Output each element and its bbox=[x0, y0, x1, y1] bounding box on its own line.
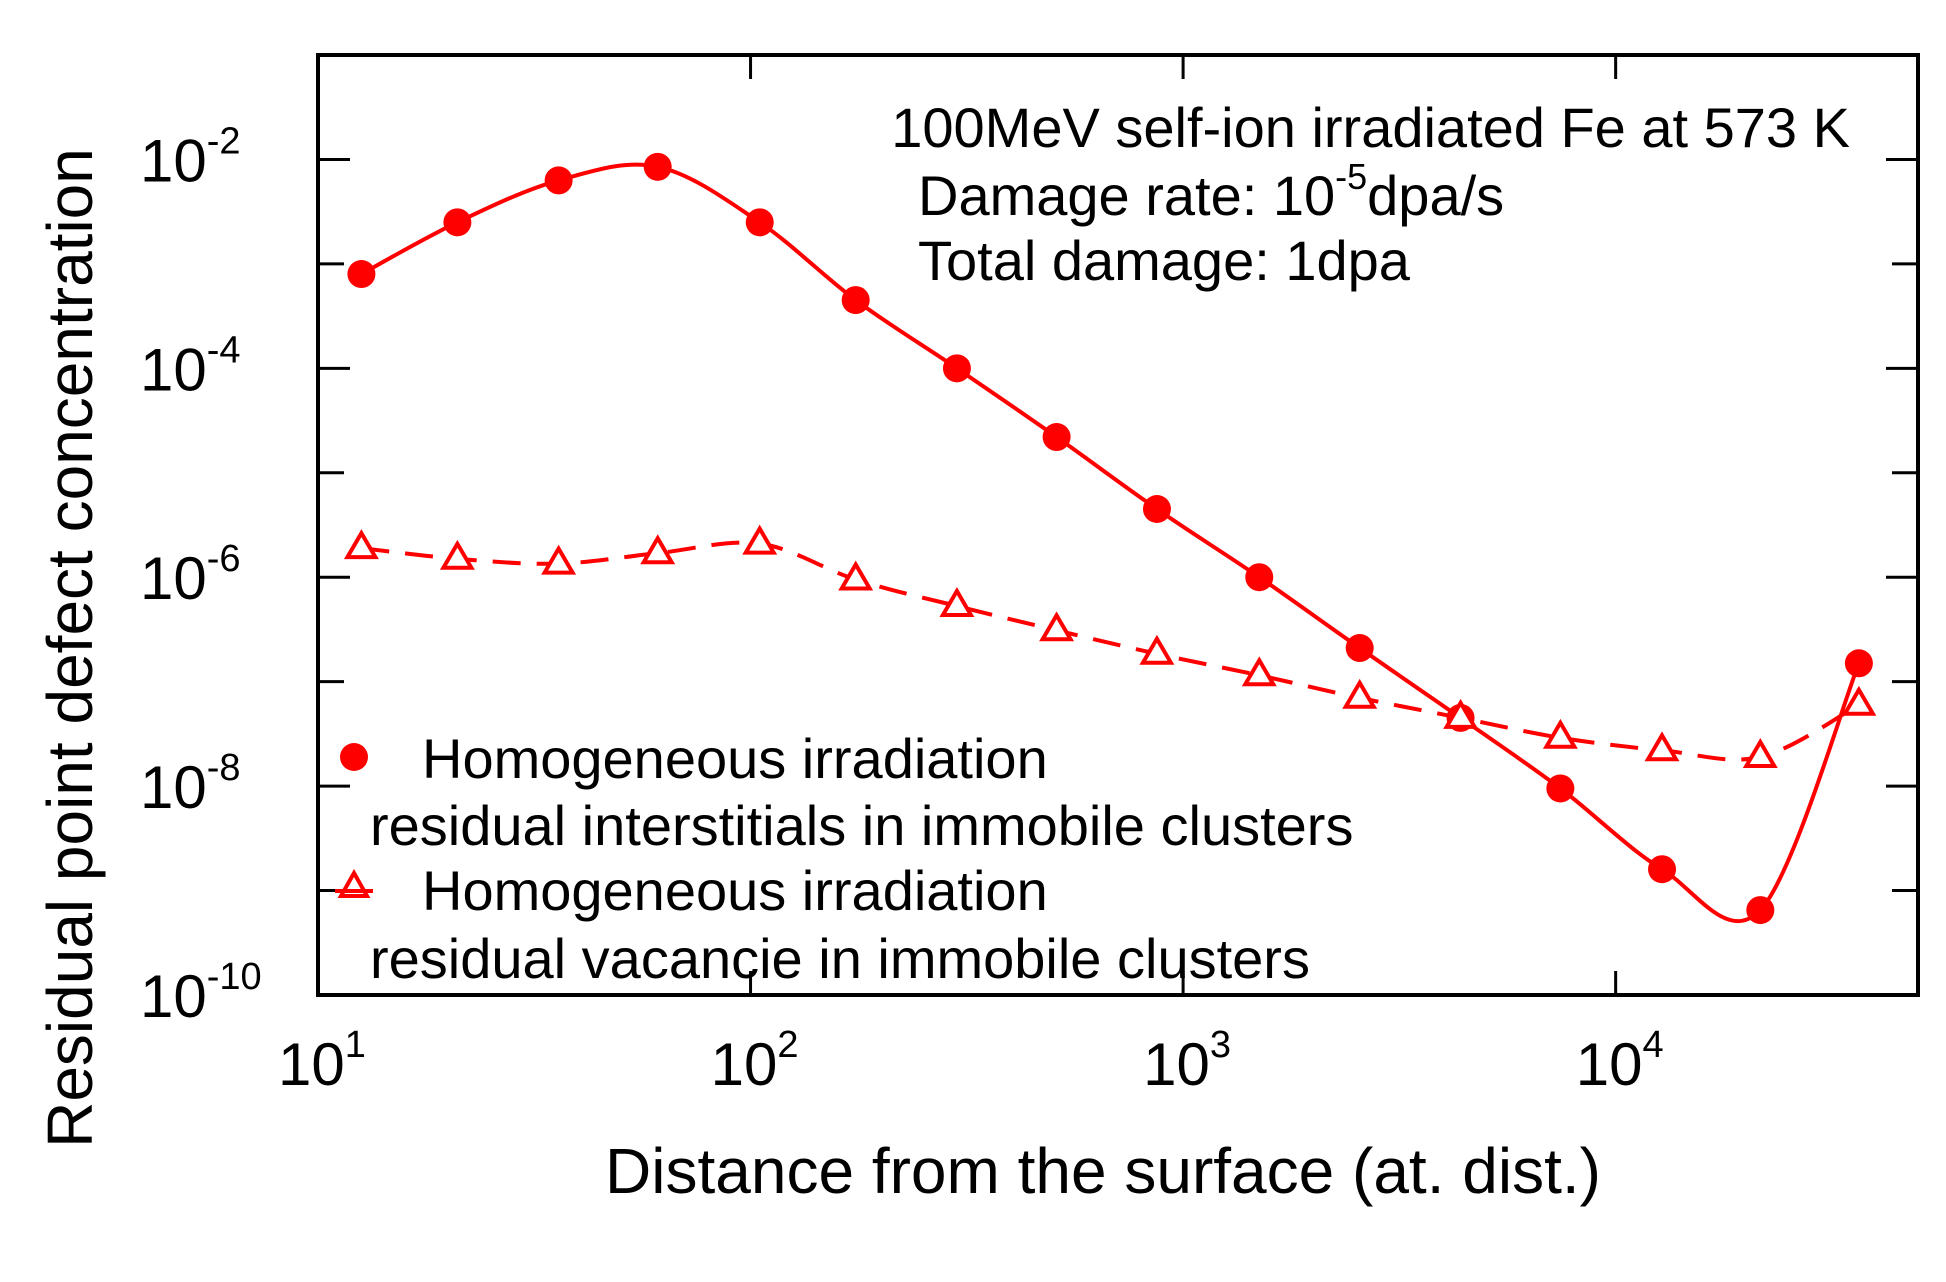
data-point-vacancies bbox=[742, 524, 778, 555]
x-axis-label: Distance from the surface (at. dist.) bbox=[605, 1135, 1601, 1207]
legend-interstitials-line1: Homogeneous irradiation bbox=[422, 727, 1048, 790]
legend-marker-interstitials bbox=[340, 743, 368, 771]
data-point-vacancies bbox=[640, 534, 676, 565]
data-point-vacancies bbox=[541, 544, 577, 575]
data-point-interstitials bbox=[643, 152, 672, 181]
plot-frame bbox=[316, 53, 1920, 997]
data-point-vacancies bbox=[1342, 678, 1378, 709]
data-point-interstitials bbox=[1546, 774, 1575, 803]
data-point-vacancies bbox=[343, 529, 379, 560]
data-point-vacancies bbox=[1241, 656, 1277, 687]
axis-tick-labels: 101 102 103 104 10-2 10-4 10-6 10-8 10-10 bbox=[140, 120, 1664, 1098]
data-point-interstitials bbox=[1648, 855, 1677, 884]
series-line-vacancies bbox=[361, 540, 1860, 762]
legend-interstitials-line2: residual interstitials in immobile clust… bbox=[370, 794, 1353, 857]
data-point-interstitials bbox=[1844, 649, 1873, 678]
data-point-vacancies bbox=[1039, 611, 1075, 642]
x-tick-label: 101 bbox=[278, 1024, 366, 1098]
x-tick-label: 103 bbox=[1143, 1024, 1231, 1098]
y-tick-label: 10-8 bbox=[140, 747, 241, 821]
data-point-interstitials bbox=[1746, 896, 1775, 925]
data-point-vacancies bbox=[1841, 685, 1877, 716]
x-tick-label: 102 bbox=[711, 1024, 799, 1098]
y-axis-label: Residual point defect concentration bbox=[34, 148, 106, 1148]
data-point-vacancies bbox=[939, 587, 975, 617]
data-point-interstitials bbox=[1042, 423, 1071, 452]
data-point-vacancies bbox=[838, 560, 874, 591]
data-point-vacancies bbox=[439, 539, 475, 570]
y-tick-label: 10-4 bbox=[140, 329, 241, 403]
annotation-total-damage: Total damage: 1dpa bbox=[918, 229, 1411, 292]
data-point-interstitials bbox=[544, 166, 573, 195]
data-point-vacancies bbox=[1542, 718, 1578, 749]
annotation-title: 100MeV self-ion irradiated Fe at 573 K bbox=[891, 96, 1850, 159]
data-point-interstitials bbox=[347, 260, 376, 289]
legend: Homogeneous irradiation residual interst… bbox=[335, 727, 1353, 990]
data-point-interstitials bbox=[1142, 494, 1171, 523]
y-tick-label: 10-6 bbox=[140, 538, 241, 612]
data-point-interstitials bbox=[1245, 563, 1274, 592]
data-point-interstitials bbox=[1345, 634, 1374, 663]
annotation-damage-rate: Damage rate: 10-5dpa/s bbox=[918, 156, 1504, 227]
data-point-vacancies bbox=[1443, 698, 1479, 729]
legend-vacancies-line1: Homogeneous irradiation bbox=[422, 859, 1048, 922]
data-point-interstitials bbox=[942, 354, 971, 383]
x-tick-label: 104 bbox=[1576, 1024, 1664, 1098]
data-point-vacancies bbox=[1644, 731, 1680, 762]
y-tick-label: 10-2 bbox=[140, 120, 241, 194]
data-point-interstitials bbox=[443, 208, 472, 237]
series-markers bbox=[343, 152, 1877, 925]
axis-ticks bbox=[316, 53, 1918, 997]
data-point-interstitials bbox=[745, 208, 774, 237]
data-point-vacancies bbox=[1742, 738, 1778, 768]
data-point-interstitials bbox=[841, 286, 870, 315]
legend-vacancies-line2: residual vacancie in immobile clusters bbox=[370, 927, 1310, 990]
data-point-vacancies bbox=[1139, 634, 1175, 665]
y-tick-label: 10-10 bbox=[140, 956, 262, 1030]
